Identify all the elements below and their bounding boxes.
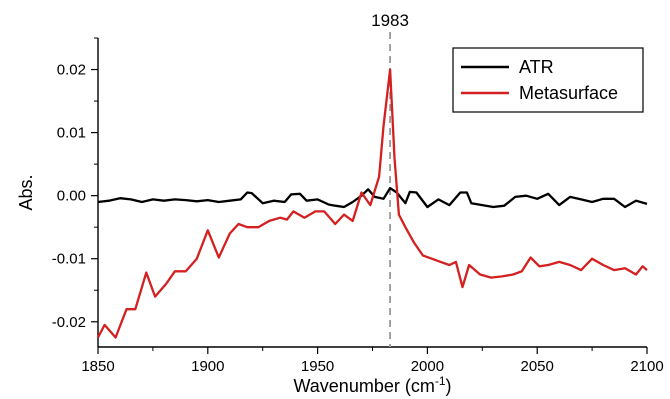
x-axis-label-main: Wavenumber (cm [293, 376, 434, 396]
series-line-metasurface [96, 68, 648, 339]
legend-label-metasurface: Metasurface [519, 83, 618, 103]
y-tick-label: -0.01 [52, 251, 86, 268]
x-tick-label: 2100 [630, 358, 663, 375]
y-tick-label: 0.01 [57, 125, 86, 142]
x-axis-label: Wavenumber (cm-1) [293, 374, 451, 396]
y-tick-label: 0.02 [57, 62, 86, 79]
legend-box [452, 47, 644, 113]
x-axis-label-superscript: -1 [435, 374, 446, 388]
reference-line-label: 1983 [371, 11, 409, 30]
y-tick-label: 0.00 [57, 188, 86, 205]
legend: ATR Metasurface [452, 47, 644, 113]
series-line-atr [97, 186, 648, 209]
x-tick-label: 1900 [191, 358, 224, 375]
series-layer [96, 68, 648, 339]
x-tick-label: 2000 [411, 358, 444, 375]
y-axis-label: Abs. [16, 174, 36, 210]
reference-line-layer: 1983 [371, 11, 409, 347]
x-tick-label: 1950 [301, 358, 334, 375]
x-axis-label-close: ) [446, 376, 452, 396]
legend-label-atr: ATR [519, 57, 554, 77]
y-tick-label: -0.02 [52, 314, 86, 331]
x-tick-label: 2050 [521, 358, 554, 375]
x-tick-label: 1850 [81, 358, 114, 375]
axes-layer: 1850 1900 1950 2000 2050 2100 -0.02 -0.01 0.00 0.… [16, 37, 664, 396]
